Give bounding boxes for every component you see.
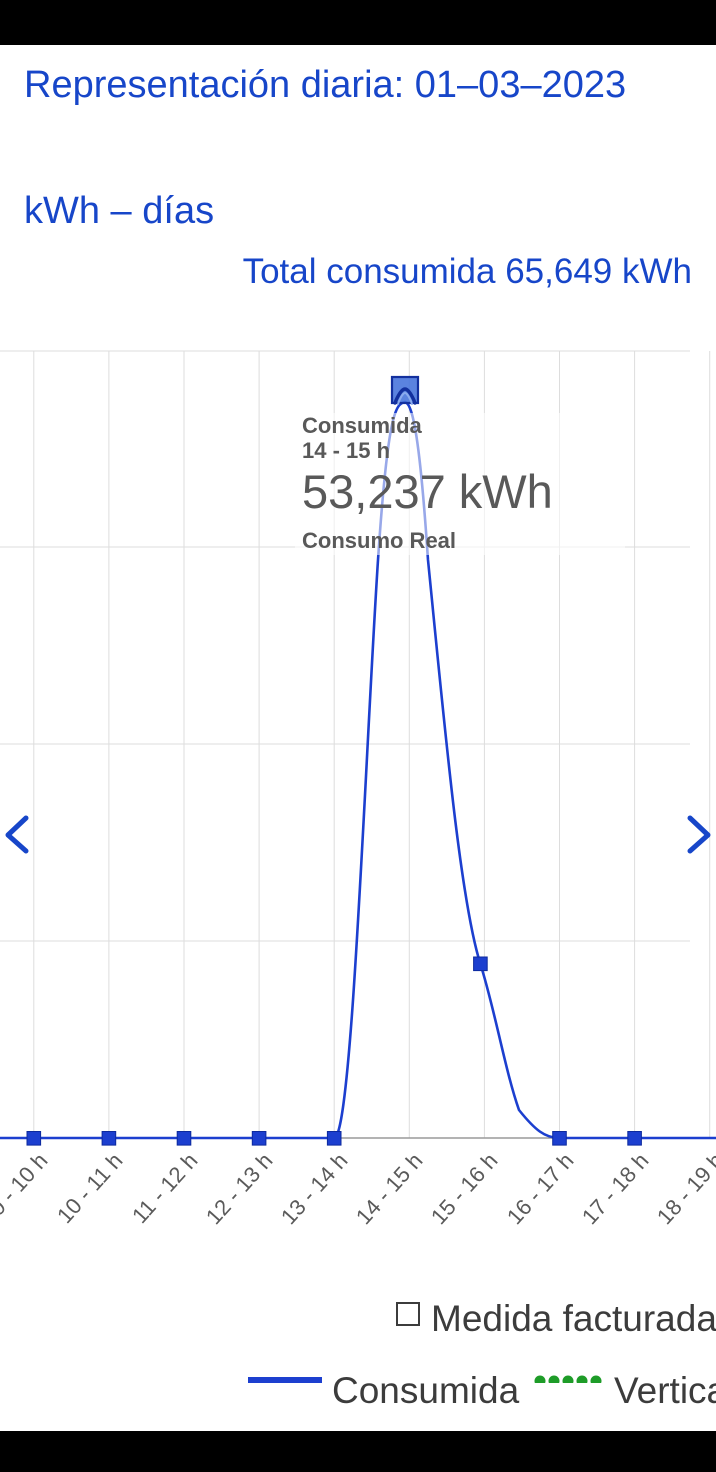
svg-text:Consumo Real: Consumo Real	[302, 528, 456, 553]
svg-text:53,237 kWh: 53,237 kWh	[302, 465, 553, 518]
svg-text:14 - 15 h: 14 - 15 h	[302, 438, 390, 463]
svg-text:Consumida: Consumida	[302, 413, 423, 438]
